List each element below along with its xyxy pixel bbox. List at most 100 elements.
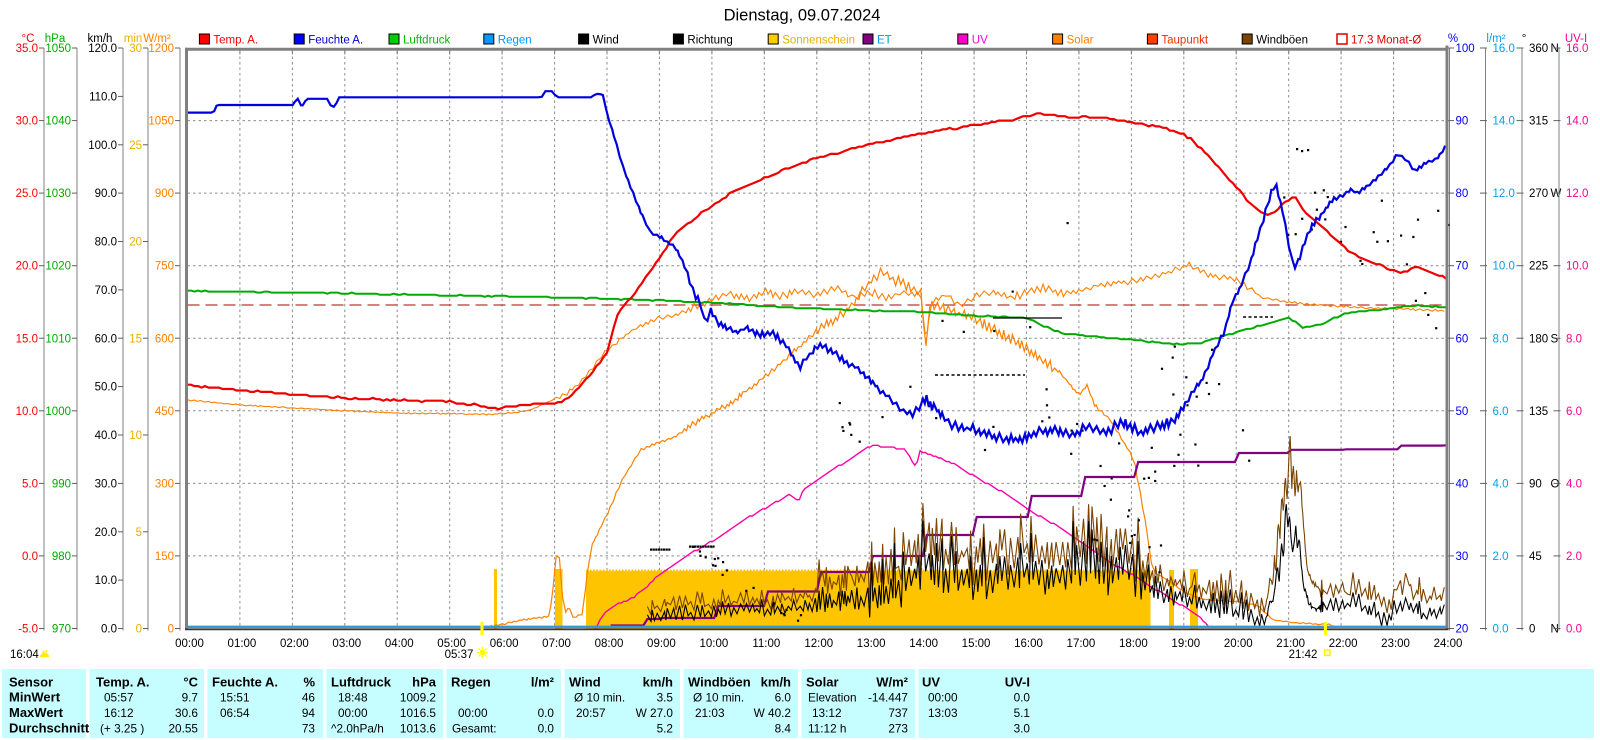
- svg-text:hPa: hPa: [45, 33, 66, 45]
- svg-text:0: 0: [168, 624, 174, 636]
- svg-text:O: O: [1551, 478, 1560, 490]
- svg-text:0.0: 0.0: [1014, 691, 1031, 705]
- svg-text:50: 50: [1456, 406, 1469, 418]
- svg-text:Sonnenschein: Sonnenschein: [782, 35, 855, 47]
- svg-text:40.0: 40.0: [95, 430, 117, 442]
- svg-text:Ø 10 min.: Ø 10 min.: [693, 691, 744, 705]
- svg-text:46: 46: [302, 691, 316, 705]
- svg-text:13:03: 13:03: [928, 706, 958, 720]
- svg-text:225: 225: [1529, 261, 1548, 273]
- svg-text:3.5: 3.5: [657, 691, 674, 705]
- svg-text:60: 60: [1456, 333, 1469, 345]
- svg-text:135: 135: [1529, 406, 1548, 418]
- svg-text:150: 150: [155, 551, 174, 563]
- svg-text:Windböen: Windböen: [1256, 35, 1308, 47]
- svg-text:0.0: 0.0: [1566, 624, 1582, 636]
- svg-text:14:00: 14:00: [909, 638, 938, 650]
- svg-text:Elevation: Elevation: [808, 691, 857, 705]
- svg-text:5.1: 5.1: [1014, 706, 1030, 720]
- svg-text:13:00: 13:00: [857, 638, 886, 650]
- svg-text:03:00: 03:00: [332, 638, 361, 650]
- svg-text:10.0: 10.0: [1493, 261, 1515, 273]
- svg-text:Sensor: Sensor: [9, 675, 53, 690]
- svg-text:00:00: 00:00: [338, 706, 368, 720]
- svg-text:20: 20: [1456, 624, 1469, 636]
- svg-text:20.0: 20.0: [16, 261, 38, 273]
- svg-text:18:48: 18:48: [338, 691, 368, 705]
- svg-text:Temp. A.: Temp. A.: [213, 35, 258, 47]
- svg-text:6.0: 6.0: [775, 691, 792, 705]
- svg-text:90: 90: [1529, 478, 1542, 490]
- svg-text:737: 737: [888, 706, 908, 720]
- svg-text:Regen: Regen: [451, 675, 491, 690]
- svg-text:900: 900: [155, 188, 174, 200]
- svg-text:40: 40: [1456, 478, 1469, 490]
- svg-text:Feuchte A.: Feuchte A.: [212, 675, 278, 690]
- svg-text:21:03: 21:03: [695, 706, 725, 720]
- svg-text:06:54: 06:54: [220, 706, 250, 720]
- svg-text:Wind: Wind: [593, 35, 619, 47]
- svg-text:270: 270: [1529, 188, 1548, 200]
- svg-text:09:00: 09:00: [647, 638, 676, 650]
- svg-text:10: 10: [129, 430, 142, 442]
- svg-text:600: 600: [155, 333, 174, 345]
- svg-text:300: 300: [155, 478, 174, 490]
- svg-text:9.7: 9.7: [182, 691, 198, 705]
- svg-text:W 27.0: W 27.0: [636, 706, 674, 720]
- svg-text:100: 100: [1456, 43, 1475, 55]
- svg-text:%: %: [1448, 33, 1458, 45]
- svg-text:W 40.2: W 40.2: [754, 706, 791, 720]
- svg-text:20:00: 20:00: [1224, 638, 1253, 650]
- svg-text:ET: ET: [877, 35, 892, 47]
- svg-text:l/m²: l/m²: [531, 675, 555, 690]
- svg-text:0: 0: [136, 624, 142, 636]
- svg-text:20:57: 20:57: [576, 706, 606, 720]
- svg-text:°: °: [1522, 33, 1527, 45]
- svg-text:6.0: 6.0: [1566, 406, 1582, 418]
- svg-text:W/m²: W/m²: [143, 33, 171, 45]
- svg-text:110.0: 110.0: [89, 91, 117, 103]
- svg-text:05:57: 05:57: [104, 691, 134, 705]
- svg-text:30: 30: [1456, 551, 1469, 563]
- svg-text:16:12: 16:12: [104, 706, 134, 720]
- svg-text:16.0: 16.0: [1493, 43, 1515, 55]
- svg-text:990: 990: [52, 478, 71, 490]
- svg-text:970: 970: [52, 624, 71, 636]
- svg-text:km/h: km/h: [761, 675, 791, 690]
- svg-text:60.0: 60.0: [95, 333, 117, 345]
- svg-text:30.6: 30.6: [175, 706, 198, 720]
- svg-text:01:00: 01:00: [228, 638, 257, 650]
- svg-text:11:12 h: 11:12 h: [808, 722, 846, 736]
- svg-text:UV: UV: [972, 35, 988, 47]
- svg-text:^2.0hPa/h: ^2.0hPa/h: [331, 722, 384, 736]
- svg-text:N: N: [1551, 43, 1559, 55]
- svg-text:Durchschnitt: Durchschnitt: [9, 721, 90, 736]
- svg-text:00:00: 00:00: [458, 706, 488, 720]
- svg-text:3.0: 3.0: [1014, 722, 1031, 736]
- svg-text:1000: 1000: [45, 406, 71, 418]
- svg-text:22:00: 22:00: [1329, 638, 1358, 650]
- svg-text:-14.447: -14.447: [868, 691, 908, 705]
- svg-text:°C: °C: [22, 33, 35, 45]
- svg-text:1030: 1030: [45, 188, 71, 200]
- svg-text:00:00: 00:00: [928, 691, 958, 705]
- svg-text:05:00: 05:00: [437, 638, 466, 650]
- svg-text:5.2: 5.2: [657, 722, 673, 736]
- svg-text:360: 360: [1529, 43, 1548, 55]
- svg-text:0: 0: [1529, 624, 1535, 636]
- svg-text:180: 180: [1529, 333, 1548, 345]
- svg-text:Feuchte A.: Feuchte A.: [308, 35, 363, 47]
- svg-text:08:00: 08:00: [595, 638, 624, 650]
- svg-text:0.0: 0.0: [538, 722, 555, 736]
- svg-text:Gesamt:: Gesamt:: [452, 722, 497, 736]
- svg-text:25.0: 25.0: [16, 188, 38, 200]
- svg-text:12.0: 12.0: [1566, 188, 1588, 200]
- svg-text:Dienstag, 09.07.2024: Dienstag, 09.07.2024: [724, 7, 881, 25]
- svg-text:315: 315: [1529, 116, 1548, 128]
- svg-text:20: 20: [129, 237, 142, 249]
- svg-text:73: 73: [302, 722, 316, 736]
- svg-text:Ø 10 min.: Ø 10 min.: [574, 691, 625, 705]
- svg-text:30.0: 30.0: [95, 478, 117, 490]
- svg-text:14.0: 14.0: [1566, 116, 1588, 128]
- svg-text:N: N: [1551, 624, 1559, 636]
